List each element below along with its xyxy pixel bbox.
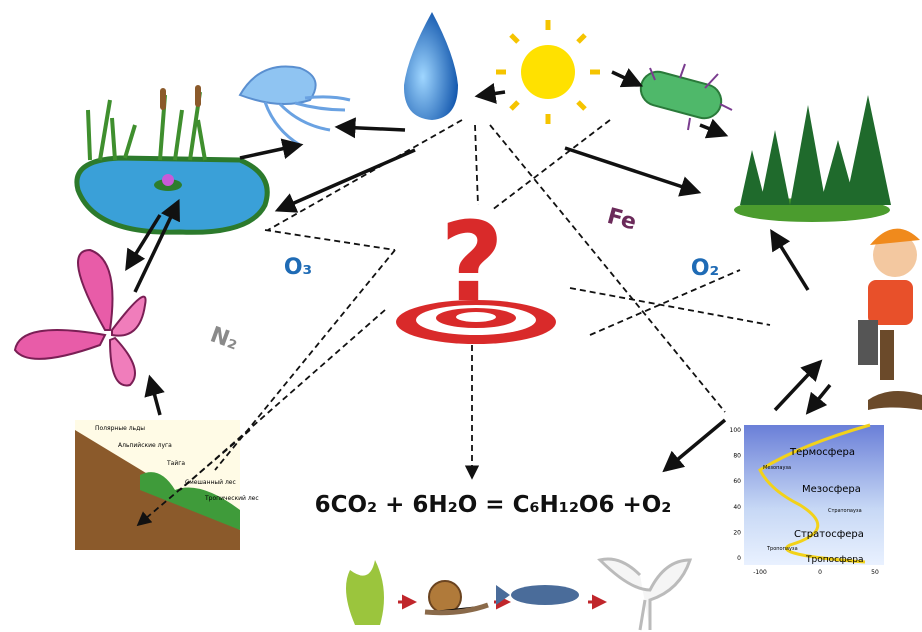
zone-label: Тайга <box>166 460 185 467</box>
atmosphere-figure: Термосфера Мезосфера Стратосфера Тропосф… <box>730 425 884 576</box>
question-target: ? <box>396 198 556 344</box>
layer-label: Термосфера <box>789 447 855 458</box>
food-chain <box>346 559 690 630</box>
jellyfish <box>240 67 350 145</box>
bacterium <box>637 64 732 130</box>
nitrogen-label: N₂ <box>207 322 242 355</box>
x-tick-label: -100 <box>753 569 767 576</box>
water-drop <box>404 12 458 120</box>
ozone-label: O₃ <box>284 255 312 280</box>
y-tick-label: 60 <box>733 478 741 485</box>
boundary-label: Тропопауза <box>766 546 798 552</box>
y-tick-label: 80 <box>733 453 741 460</box>
boundary-label: Мезопауза <box>763 465 791 471</box>
question-mark: ? <box>440 198 504 326</box>
layer-label: Стратосфера <box>794 529 864 540</box>
forest <box>734 95 891 222</box>
mountain-zones-figure: Полярные льды Альпийские луга Тайга Смеш… <box>75 420 259 550</box>
x-tick-label: 0 <box>818 569 822 576</box>
photosynthesis-equation: 6CO₂ + 6H₂O = C₆H₁₂O6 +O₂ <box>315 492 672 518</box>
oxygen-label: O₂ <box>691 256 719 281</box>
zone-label: Смешанный лес <box>185 479 236 486</box>
boundary-label: Стратопауза <box>828 508 862 514</box>
y-tick-label: 100 <box>730 427 742 434</box>
y-tick-label: 40 <box>733 504 741 511</box>
boy-digging <box>858 229 922 410</box>
pond-illustration <box>77 85 267 232</box>
butterfly <box>15 250 146 385</box>
iron-label: Fe <box>604 204 639 236</box>
zone-label: Полярные льды <box>95 425 145 432</box>
y-tick-label: 0 <box>737 555 741 562</box>
diagram: Полярные льды Альпийские луга Тайга Смеш… <box>0 0 922 632</box>
layer-label: Тропосфера <box>805 555 864 565</box>
layer-label: Мезосфера <box>802 484 861 495</box>
y-tick-label: 20 <box>733 529 741 536</box>
zone-label: Тропический лес <box>204 495 259 502</box>
zone-label: Альпийские луга <box>118 442 172 449</box>
sun <box>496 20 600 124</box>
x-tick-label: 50 <box>871 569 879 576</box>
